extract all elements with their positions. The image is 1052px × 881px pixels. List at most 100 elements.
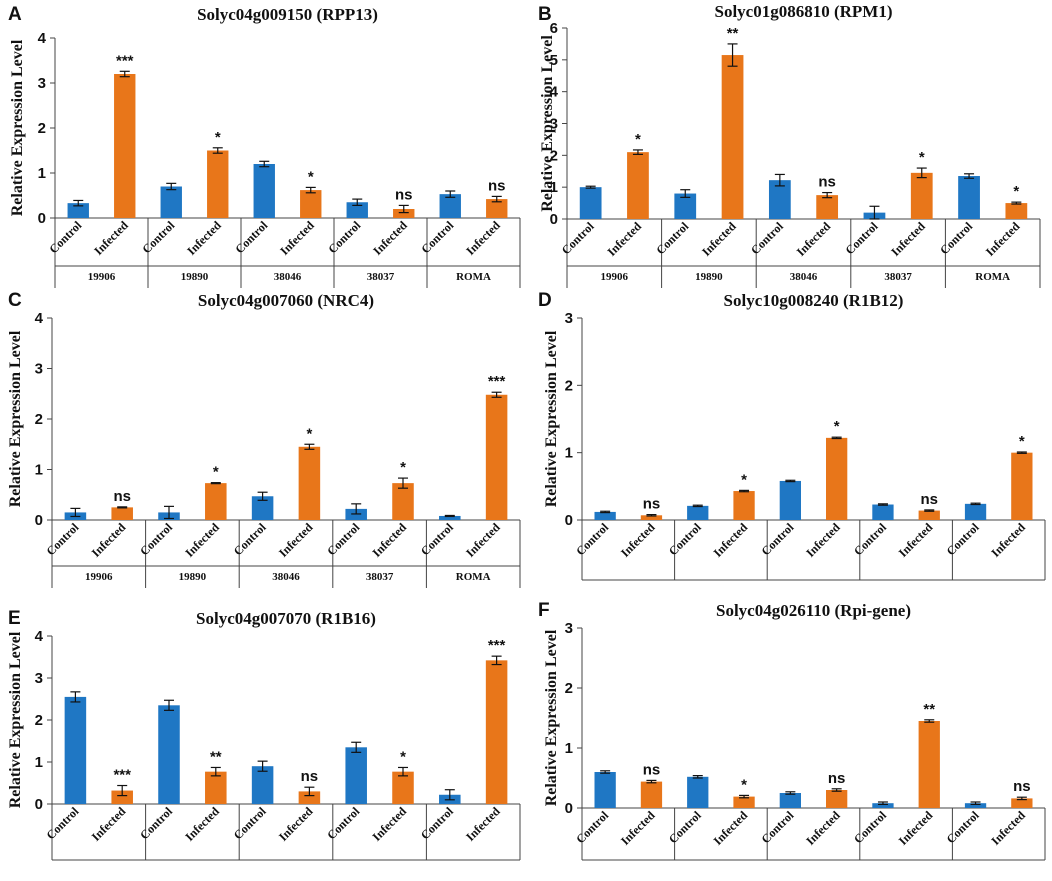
bar-infected (1005, 203, 1028, 219)
x-tick-label: Control (944, 808, 982, 846)
x-tick-label: Infected (983, 219, 1023, 259)
significance-label: * (919, 149, 925, 166)
y-tick-label: 0 (35, 796, 43, 813)
x-tick-label: Infected (463, 218, 503, 258)
y-axis-label: Relative Expression Level (7, 631, 24, 808)
bar-control (687, 776, 709, 808)
group-label: 38037 (884, 271, 912, 283)
x-tick-label: Infected (618, 808, 658, 848)
x-tick-label: Infected (711, 520, 751, 560)
x-tick-label: Infected (182, 804, 222, 844)
bar-infected (300, 190, 322, 218)
panel-letter: C (8, 290, 22, 311)
group-label: 38037 (366, 571, 394, 583)
x-tick-label: Control (46, 218, 84, 256)
y-tick-label: 6 (550, 20, 558, 37)
bar-infected (826, 437, 848, 520)
significance-label: * (400, 748, 406, 765)
panel-c: C Solyc04g007060 (NRC4) Relative Expressio… (7, 290, 521, 588)
significance-label: ns (395, 186, 413, 203)
y-tick-label: 4 (550, 84, 559, 101)
group-label: 38046 (790, 271, 818, 283)
x-tick-label: Infected (988, 808, 1028, 848)
bar-control (768, 180, 791, 219)
x-tick-label: Control (843, 219, 881, 257)
group-label: ROMA (456, 271, 491, 283)
x-tick-label: Infected (463, 520, 503, 560)
bar-infected (111, 507, 133, 520)
x-tick-label: Control (231, 520, 269, 558)
y-tick-label: 1 (565, 445, 573, 462)
y-tick-label: 0 (38, 210, 46, 227)
x-tick-label: Infected (803, 808, 843, 848)
y-axis-label: Relative Expression Level (9, 39, 26, 216)
x-tick-label: Infected (370, 520, 410, 560)
bar-control (253, 164, 275, 218)
y-tick-label: 1 (35, 462, 43, 479)
bar-infected (826, 790, 848, 808)
chart-title: Solyc01g086810 (RPM1) (714, 2, 892, 21)
group-label: 19906 (85, 571, 113, 583)
group-label: 38037 (367, 271, 395, 283)
x-tick-label: Infected (463, 804, 503, 844)
y-tick-label: 4 (38, 30, 47, 47)
x-tick-label: Control (851, 808, 889, 846)
bar-control (779, 793, 801, 808)
panel-letter: A (8, 4, 22, 25)
panel-f: F Solyc04g026110 (Rpi-gene) Relative Expre… (538, 600, 1046, 861)
x-tick-label: Infected (276, 520, 316, 560)
y-tick-label: 5 (550, 52, 558, 69)
x-tick-label: Control (653, 219, 691, 257)
x-tick-label: Infected (604, 219, 644, 259)
bar-control (439, 194, 461, 218)
y-tick-label: 0 (550, 211, 558, 228)
x-tick-label: Control (758, 808, 796, 846)
x-tick-label: Infected (711, 808, 751, 848)
bar-control (251, 496, 274, 520)
x-tick-label: Control (231, 804, 269, 842)
significance-label: *** (488, 373, 506, 390)
bar-infected (918, 721, 940, 808)
x-tick-label: Control (139, 218, 177, 256)
bar-infected (910, 172, 933, 219)
bar-infected (816, 195, 839, 219)
x-tick-label: Infected (896, 520, 936, 560)
bar-infected (205, 771, 227, 804)
x-tick-label: Infected (794, 219, 834, 259)
significance-label: * (308, 168, 314, 185)
panel-letter: F (538, 600, 550, 621)
significance-label: ** (727, 25, 739, 42)
bar-infected (733, 491, 755, 520)
group-label: 19890 (181, 271, 209, 283)
significance-label: * (1013, 183, 1019, 200)
chart-title: Solyc04g007060 (NRC4) (198, 291, 374, 310)
bar-infected (486, 199, 508, 218)
bar-infected (392, 483, 414, 520)
x-tick-label: Control (137, 520, 175, 558)
x-tick-label: Infected (89, 804, 129, 844)
y-tick-label: 3 (565, 310, 573, 327)
x-tick-label: Infected (276, 804, 316, 844)
significance-label: * (1019, 433, 1025, 450)
x-tick-label: Control (944, 520, 982, 558)
bar-infected (627, 152, 649, 219)
bar-infected (1011, 798, 1033, 808)
group-label: ROMA (975, 271, 1010, 283)
x-tick-label: Infected (184, 218, 224, 258)
y-tick-label: 3 (35, 670, 43, 687)
panel-a: A Solyc04g009150 (RPP13) Relative Expressi… (8, 4, 521, 288)
chart-title: Solyc04g026110 (Rpi-gene) (716, 601, 911, 620)
y-tick-label: 0 (565, 512, 573, 529)
y-tick-label: 3 (38, 75, 46, 92)
x-tick-label: Control (573, 808, 611, 846)
significance-label: ns (301, 768, 319, 785)
x-tick-label: Control (937, 219, 975, 257)
x-tick-label: Infected (89, 520, 129, 560)
x-tick-label: Infected (888, 219, 928, 259)
bar-infected (207, 150, 229, 218)
bar-infected (918, 510, 940, 520)
significance-label: * (215, 129, 221, 146)
y-tick-label: 2 (35, 411, 43, 428)
bar-infected (733, 796, 755, 808)
x-tick-label: Control (324, 804, 362, 842)
